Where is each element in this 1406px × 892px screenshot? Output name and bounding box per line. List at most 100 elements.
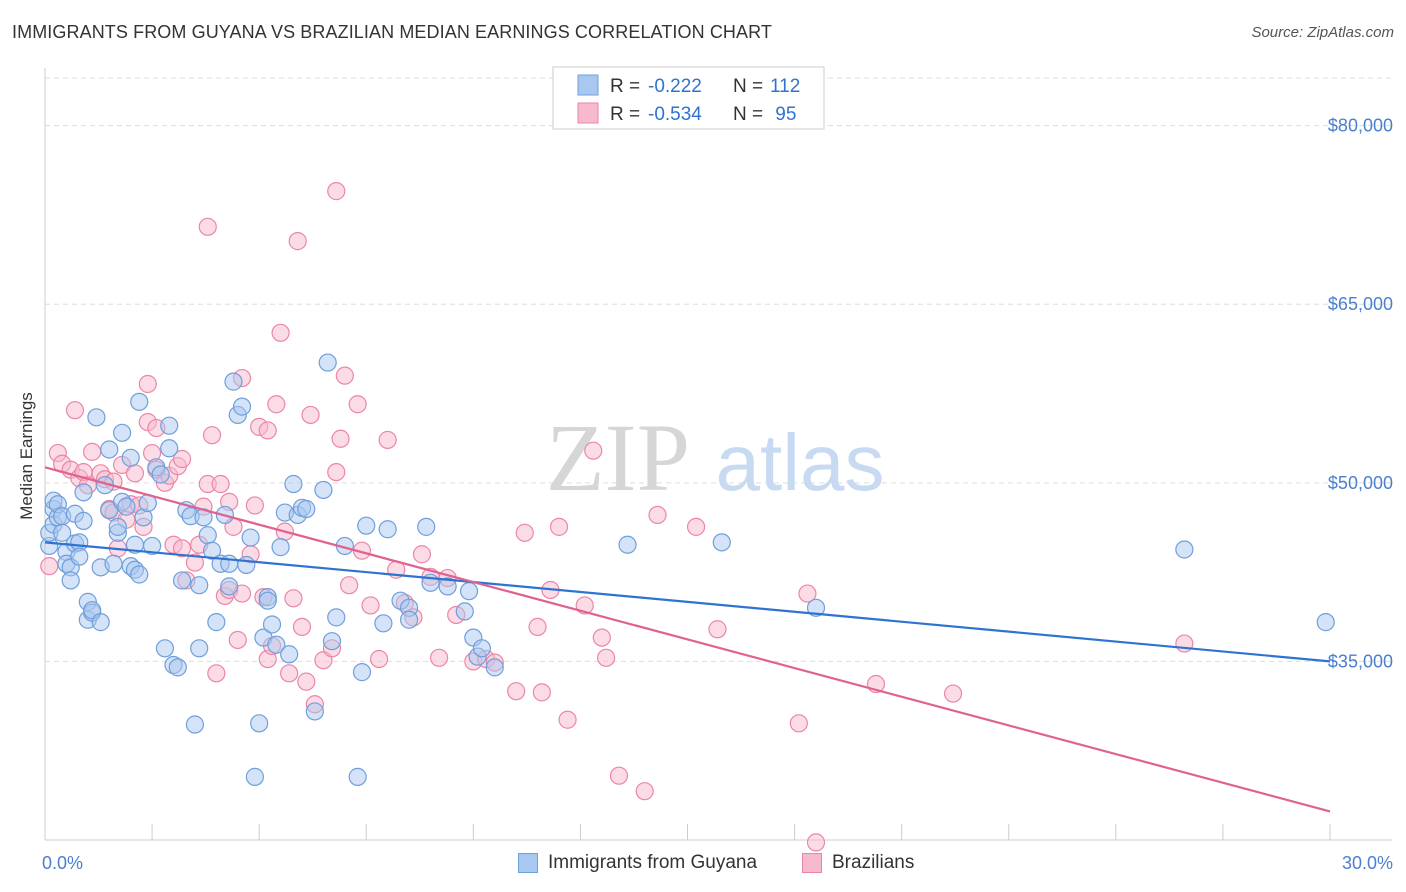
y-tick-label: $80,000 xyxy=(1328,116,1393,136)
data-point xyxy=(61,571,80,590)
data-point xyxy=(438,577,457,596)
legend-r-label-pink: R = xyxy=(610,104,640,125)
legend-n-label-pink: N = xyxy=(733,104,763,125)
watermark-atlas: atlas xyxy=(716,418,885,507)
legend-swatch-blue xyxy=(577,74,599,96)
axes xyxy=(44,68,1392,841)
data-point xyxy=(138,374,157,394)
legend-label-brazilians: Brazilians xyxy=(832,852,915,873)
legend-swatch-guyana xyxy=(518,853,538,873)
data-point xyxy=(117,497,136,516)
data-point xyxy=(202,426,222,445)
data-point xyxy=(151,465,170,484)
data-point xyxy=(155,639,175,658)
legend-swatch-brazilians xyxy=(802,853,822,873)
data-point xyxy=(185,553,205,572)
data-point xyxy=(125,464,145,483)
data-point xyxy=(327,182,346,201)
correlation-legend: R = -0.222 N = 112 R = -0.534 N = 95 xyxy=(552,66,825,130)
data-point xyxy=(202,541,222,560)
data-point xyxy=(305,702,324,721)
data-point xyxy=(130,565,149,584)
watermark: ZIP atlas xyxy=(546,404,884,511)
data-point xyxy=(314,480,333,500)
data-point xyxy=(190,639,209,658)
data-point xyxy=(241,528,260,547)
data-point xyxy=(297,499,316,519)
data-point xyxy=(100,440,119,459)
watermark-zip: ZIP xyxy=(546,404,690,511)
data-point xyxy=(250,714,269,733)
data-point xyxy=(609,766,629,785)
series-legend: Immigrants from Guyana Brazilians xyxy=(0,852,1406,878)
data-point xyxy=(378,430,397,450)
data-point xyxy=(806,833,826,852)
source-label: Source: ZipAtlas.com xyxy=(1251,24,1394,41)
trend-lines xyxy=(44,466,1331,813)
data-point xyxy=(91,613,110,632)
data-point xyxy=(160,439,179,458)
data-point xyxy=(708,620,727,639)
data-point xyxy=(245,767,264,786)
data-point xyxy=(232,397,252,416)
data-point xyxy=(220,577,239,596)
data-point xyxy=(70,547,89,566)
data-point xyxy=(284,589,303,608)
data-point xyxy=(798,584,817,603)
data-point xyxy=(245,496,264,515)
data-point xyxy=(412,545,432,564)
data-point xyxy=(357,516,376,535)
data-point xyxy=(267,395,286,414)
data-point xyxy=(635,782,654,801)
data-point xyxy=(686,517,706,536)
data-point xyxy=(417,517,436,536)
data-point xyxy=(648,505,667,525)
data-point xyxy=(348,767,367,786)
data-point xyxy=(352,663,372,682)
legend-r-value-pink: -0.534 xyxy=(648,104,702,125)
data-point xyxy=(712,533,731,552)
data-point xyxy=(74,483,93,502)
data-point xyxy=(399,610,419,629)
data-point xyxy=(172,571,192,590)
data-point xyxy=(340,576,359,595)
data-point xyxy=(592,628,611,647)
data-point xyxy=(806,598,826,617)
data-point xyxy=(472,639,491,658)
y-tick-label: $65,000 xyxy=(1328,294,1393,314)
legend-r-label-blue: R = xyxy=(610,76,640,97)
legend-swatch-pink xyxy=(577,102,599,124)
brazilians-points xyxy=(40,182,1194,852)
legend-label-guyana: Immigrants from Guyana xyxy=(548,852,758,873)
data-point xyxy=(224,372,243,391)
x-tick-label: 30.0% xyxy=(1342,853,1393,873)
data-point xyxy=(597,648,616,667)
data-point xyxy=(112,423,132,442)
data-point xyxy=(198,526,217,545)
y-tick-label: $35,000 xyxy=(1328,651,1393,671)
legend-item-guyana: Immigrants from Guyana xyxy=(518,852,757,874)
data-point xyxy=(584,441,603,460)
data-point xyxy=(280,645,299,664)
data-point xyxy=(108,517,127,536)
data-point xyxy=(83,442,102,461)
data-point xyxy=(142,536,162,556)
data-point xyxy=(104,554,123,573)
data-point xyxy=(370,649,389,669)
data-point xyxy=(288,232,307,251)
data-point xyxy=(74,511,93,531)
data-point xyxy=(271,538,290,557)
data-point xyxy=(160,416,179,435)
data-point xyxy=(515,523,534,542)
data-point xyxy=(185,715,205,734)
data-point xyxy=(327,608,346,627)
data-point xyxy=(172,539,192,558)
chart-title: IMMIGRANTS FROM GUYANA VS BRAZILIAN MEDI… xyxy=(12,22,772,42)
data-point xyxy=(40,557,59,576)
data-point xyxy=(121,448,140,467)
data-point xyxy=(459,582,479,601)
data-point xyxy=(267,635,286,654)
trend-line-guyana xyxy=(44,541,1331,663)
data-point xyxy=(507,682,526,701)
data-point xyxy=(211,474,230,494)
